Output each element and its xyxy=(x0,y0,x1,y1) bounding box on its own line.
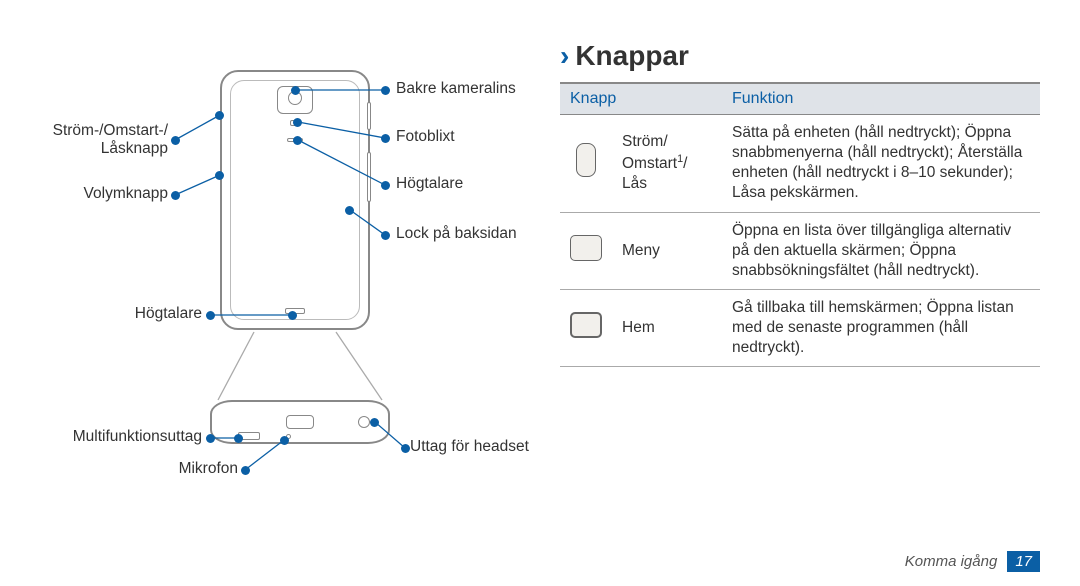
power-button-shape xyxy=(367,102,371,130)
section-title-text: Knappar xyxy=(575,40,689,71)
section-heading: ›Knappar xyxy=(560,40,1040,72)
row3-name: Hem xyxy=(612,289,722,366)
label-hogtalare2: Högtalare xyxy=(40,305,202,323)
label-mikrofon: Mikrofon xyxy=(100,460,238,478)
phone-back-outline xyxy=(220,70,370,330)
table-row: Hem Gå tillbaka till hemskärmen; Öppna l… xyxy=(560,289,1040,366)
power-button-icon xyxy=(576,143,596,177)
row2-func: Öppna en lista över tillgängliga alterna… xyxy=(722,212,1040,289)
buttons-table: Knapp Funktion Ström/Omstart1/Lås Sätta … xyxy=(560,82,1040,367)
device-diagram: Bakre kameralins Fotoblixt Högtalare Loc… xyxy=(40,40,540,490)
table-row: Meny Öppna en lista över tillgängliga al… xyxy=(560,212,1040,289)
page-footer: Komma igång 17 xyxy=(905,551,1040,572)
volume-button-shape xyxy=(367,152,371,202)
chevron-icon: › xyxy=(560,40,569,71)
footer-section-label: Komma igång xyxy=(905,553,998,570)
row3-func: Gå tillbaka till hemskärmen; Öppna lista… xyxy=(722,289,1040,366)
label-headset: Uttag för headset xyxy=(410,438,529,456)
label-fotoblixt: Fotoblixt xyxy=(396,128,455,146)
th-funktion: Funktion xyxy=(722,83,1040,115)
label-lock-baksidan: Lock på baksidan xyxy=(396,225,517,243)
menu-button-icon xyxy=(570,235,602,261)
label-volymknapp: Volymknapp xyxy=(40,185,168,203)
row1-func: Sätta på enheten (håll nedtryckt); Öppna… xyxy=(722,115,1040,213)
label-multifunktion: Multifunktionsuttag xyxy=(40,428,202,446)
footer-page-number: 17 xyxy=(1007,551,1040,572)
home-button-icon xyxy=(570,312,602,338)
label-strom-omstart: Ström-/Omstart-/ Låsknapp xyxy=(40,122,168,158)
label-bakre-kameralins: Bakre kameralins xyxy=(396,80,516,98)
label-hogtalare: Högtalare xyxy=(396,175,463,193)
th-knapp: Knapp xyxy=(560,83,722,115)
table-row: Ström/Omstart1/Lås Sätta på enheten (hål… xyxy=(560,115,1040,213)
row1-name: Ström/Omstart1/Lås xyxy=(612,115,722,213)
row2-name: Meny xyxy=(612,212,722,289)
